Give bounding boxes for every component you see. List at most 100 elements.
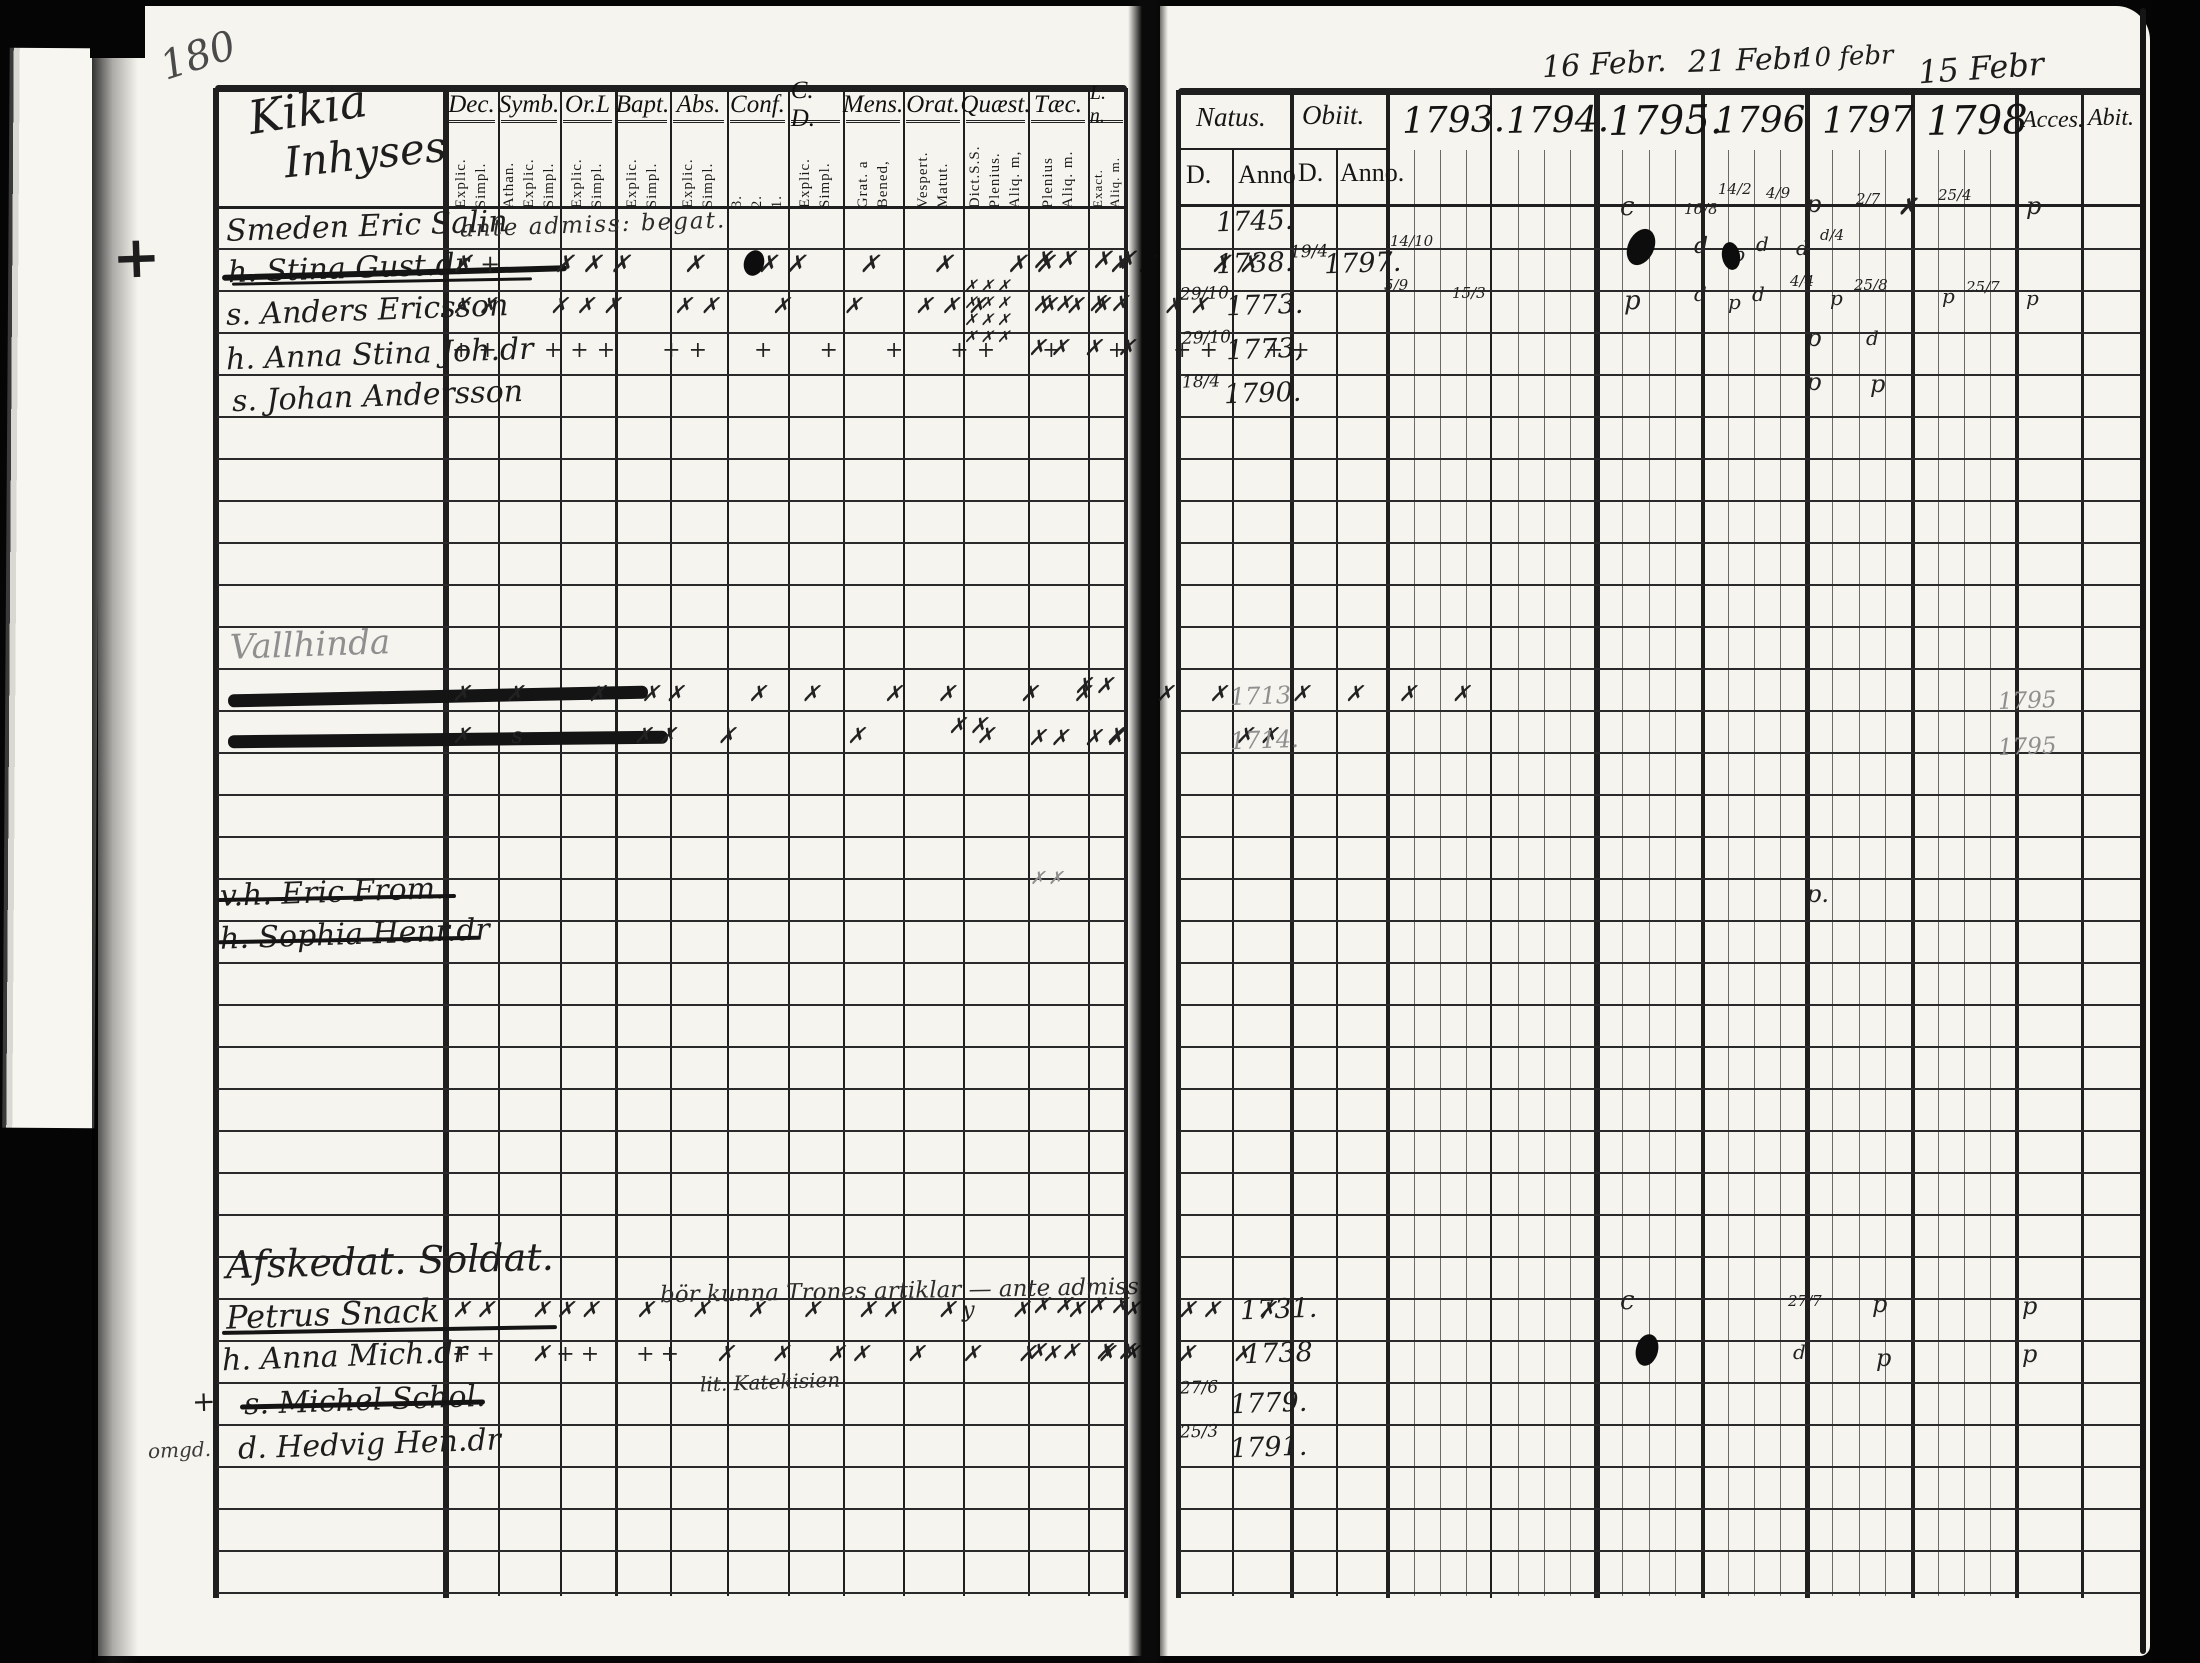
col-bapt: Bapt. Explic. Simpl.: [615, 90, 670, 208]
year-mark: d: [1694, 282, 1707, 306]
col-sub: Dict.S.S.: [967, 145, 983, 208]
year-mark: p: [1876, 1344, 1892, 1372]
col-label: Quæst.: [960, 90, 1031, 123]
obiit-anno: 1797.: [1323, 246, 1402, 281]
year-mark: d: [1866, 326, 1879, 350]
natus-anno: 1738.: [1215, 246, 1294, 281]
margin-cross: +: [191, 1384, 217, 1419]
year-mark: c: [1620, 1286, 1635, 1316]
col-label: Dec.: [447, 90, 496, 123]
header-obiit: Obiit.: [1302, 100, 1365, 130]
left-column-headers: Dec. Explic. Simpl. Symb. Athan. Explic. Simp…: [445, 77, 1125, 208]
acces-year: 1795: [1997, 686, 2057, 716]
col-quaest: Quæst. Dict.S.S. Plenius. Aliq. m,: [960, 90, 1031, 208]
year-mark: 15/3: [1452, 284, 1486, 302]
year-mark: p: [1872, 1290, 1888, 1318]
margin-note-omgd: omgd.: [147, 1436, 212, 1464]
col-orl: Or.L Explic. Simpl.: [560, 90, 615, 208]
exam-date-note: 10 febr: [1797, 40, 1894, 74]
previous-page-edge: [2, 47, 102, 1129]
year-mark: p: [1806, 324, 1822, 352]
year-label-1795: 1795.: [1607, 97, 1723, 145]
header-anno: Anno: [1238, 160, 1296, 189]
natus-anno: 1731.: [1239, 1292, 1318, 1327]
col-mens: Mens. Grat. a Bened,: [843, 90, 903, 208]
year-mark: p: [1806, 368, 1822, 396]
year-mark: 14/10: [1390, 232, 1434, 250]
col-sub: Vespert.: [914, 151, 931, 208]
col-label: Orat.: [906, 90, 960, 123]
exam-marks-stack: ✗✗✗: [964, 276, 1014, 295]
natus-obiit-underline: [1178, 148, 1388, 150]
section-title-afskedat-soldat: Afskedat. Soldat.: [225, 1234, 555, 1288]
col-sub: Exact.: [1090, 169, 1105, 208]
year-mark: d: [1752, 282, 1765, 306]
col-taec: Tæc. Plenius Aliq. m.: [1028, 90, 1088, 208]
year-mark: c: [1620, 192, 1635, 222]
left-table-left-border: [213, 88, 219, 1598]
year-mark: 4/4: [1790, 272, 1815, 290]
exam-marks-row: ✗✗ ✗ ✗: [1028, 336, 1140, 361]
name-anna-michdr: h. Anna Mich.dr: [221, 1334, 469, 1379]
col-label: Symb.: [499, 90, 559, 123]
year-mark: 16/8: [1684, 200, 1718, 218]
natus-anno: 1779.: [1229, 1386, 1308, 1421]
header-d: D.: [1298, 158, 1324, 187]
exam-marks-stack: ✗✗✗: [964, 310, 1014, 329]
left-fold-shadow: [92, 0, 138, 1663]
natus-day: 29/10: [1179, 283, 1230, 305]
col-sub: Simpl.: [700, 162, 716, 208]
acces-year: 1795: [1997, 732, 2057, 762]
exam-date-note: 21 Febr: [1687, 40, 1807, 81]
year-mark: p: [2026, 192, 2042, 220]
exam-marks-row: ✗✗: [1074, 674, 1117, 699]
year-mark: d: [1694, 234, 1709, 259]
year-mark: p: [2022, 1292, 2038, 1320]
col-sub: Aliq. m.: [1059, 150, 1076, 208]
right-table-top-border: [1178, 88, 2146, 95]
col-sub: Explic.: [520, 158, 537, 208]
exam-marks-row: ✗✗ ✗✗: [1032, 246, 1141, 274]
col-ln: L. n. Exact. Aliq. m.: [1088, 82, 1125, 208]
year-label-1794: 1794.: [1505, 99, 1610, 142]
exam-marks-row: ✗✗ ✗✗: [1032, 1294, 1133, 1319]
col-sub: Athan.: [500, 161, 517, 208]
header-d: D.: [1186, 160, 1212, 189]
name-eric-from: v.h. Eric From.: [219, 871, 446, 914]
exam-marks-row: ✗✗: [948, 714, 991, 739]
natus-anno: 1773,: [1225, 332, 1304, 367]
top-left-corner-shadow: [90, 0, 145, 58]
col-conf: Conf. 3. 2. 1.: [727, 90, 788, 208]
col-sub: Plenius.: [987, 152, 1003, 208]
col-label: Abs.: [672, 90, 725, 123]
col-sub: Explic.: [569, 158, 585, 208]
name-hedvig-hendr: d. Hedvig Hen.dr: [237, 1422, 502, 1467]
natus-day: 25/3: [1179, 1421, 1219, 1443]
year-label-1797: 1797: [1821, 99, 1914, 142]
col-sub: Bened,: [874, 159, 891, 208]
year-mark: p: [1806, 190, 1822, 218]
header-anno: Anno.: [1340, 158, 1405, 187]
col-sub: Grat. a: [854, 160, 871, 208]
year-mark: 14/2: [1718, 180, 1752, 198]
natus-day: 18/4: [1181, 371, 1221, 393]
year-label-1793: 1793.: [1401, 99, 1506, 142]
col-sub: Aliq. m.: [1107, 157, 1122, 208]
col-sub: Aliq. m,: [1007, 150, 1023, 208]
natus-day: 27/6: [1179, 1377, 1219, 1399]
year-mark: 2/7: [1856, 190, 1881, 208]
right-table-left-border: [1176, 90, 1181, 1598]
exam-marks-stack: ✗✗✗: [964, 327, 1014, 346]
page-gutter-shadow: [1128, 0, 1168, 1663]
year-mark: p: [1728, 290, 1741, 314]
natus-anno: 1790.: [1223, 376, 1302, 411]
exam-date-note: 16 Febr.: [1541, 43, 1668, 86]
year-mark: 25/8: [1854, 276, 1888, 294]
natus-anno: 1773.: [1225, 288, 1304, 323]
col-sub: Explic.: [624, 158, 640, 208]
exam-date-note: 15 Febr: [1916, 44, 2046, 92]
exam-marks-row: ✗✗ ✗✗: [1028, 726, 1129, 751]
right-outer-black: [2152, 0, 2200, 1663]
col-sub: Explic.: [797, 158, 813, 208]
